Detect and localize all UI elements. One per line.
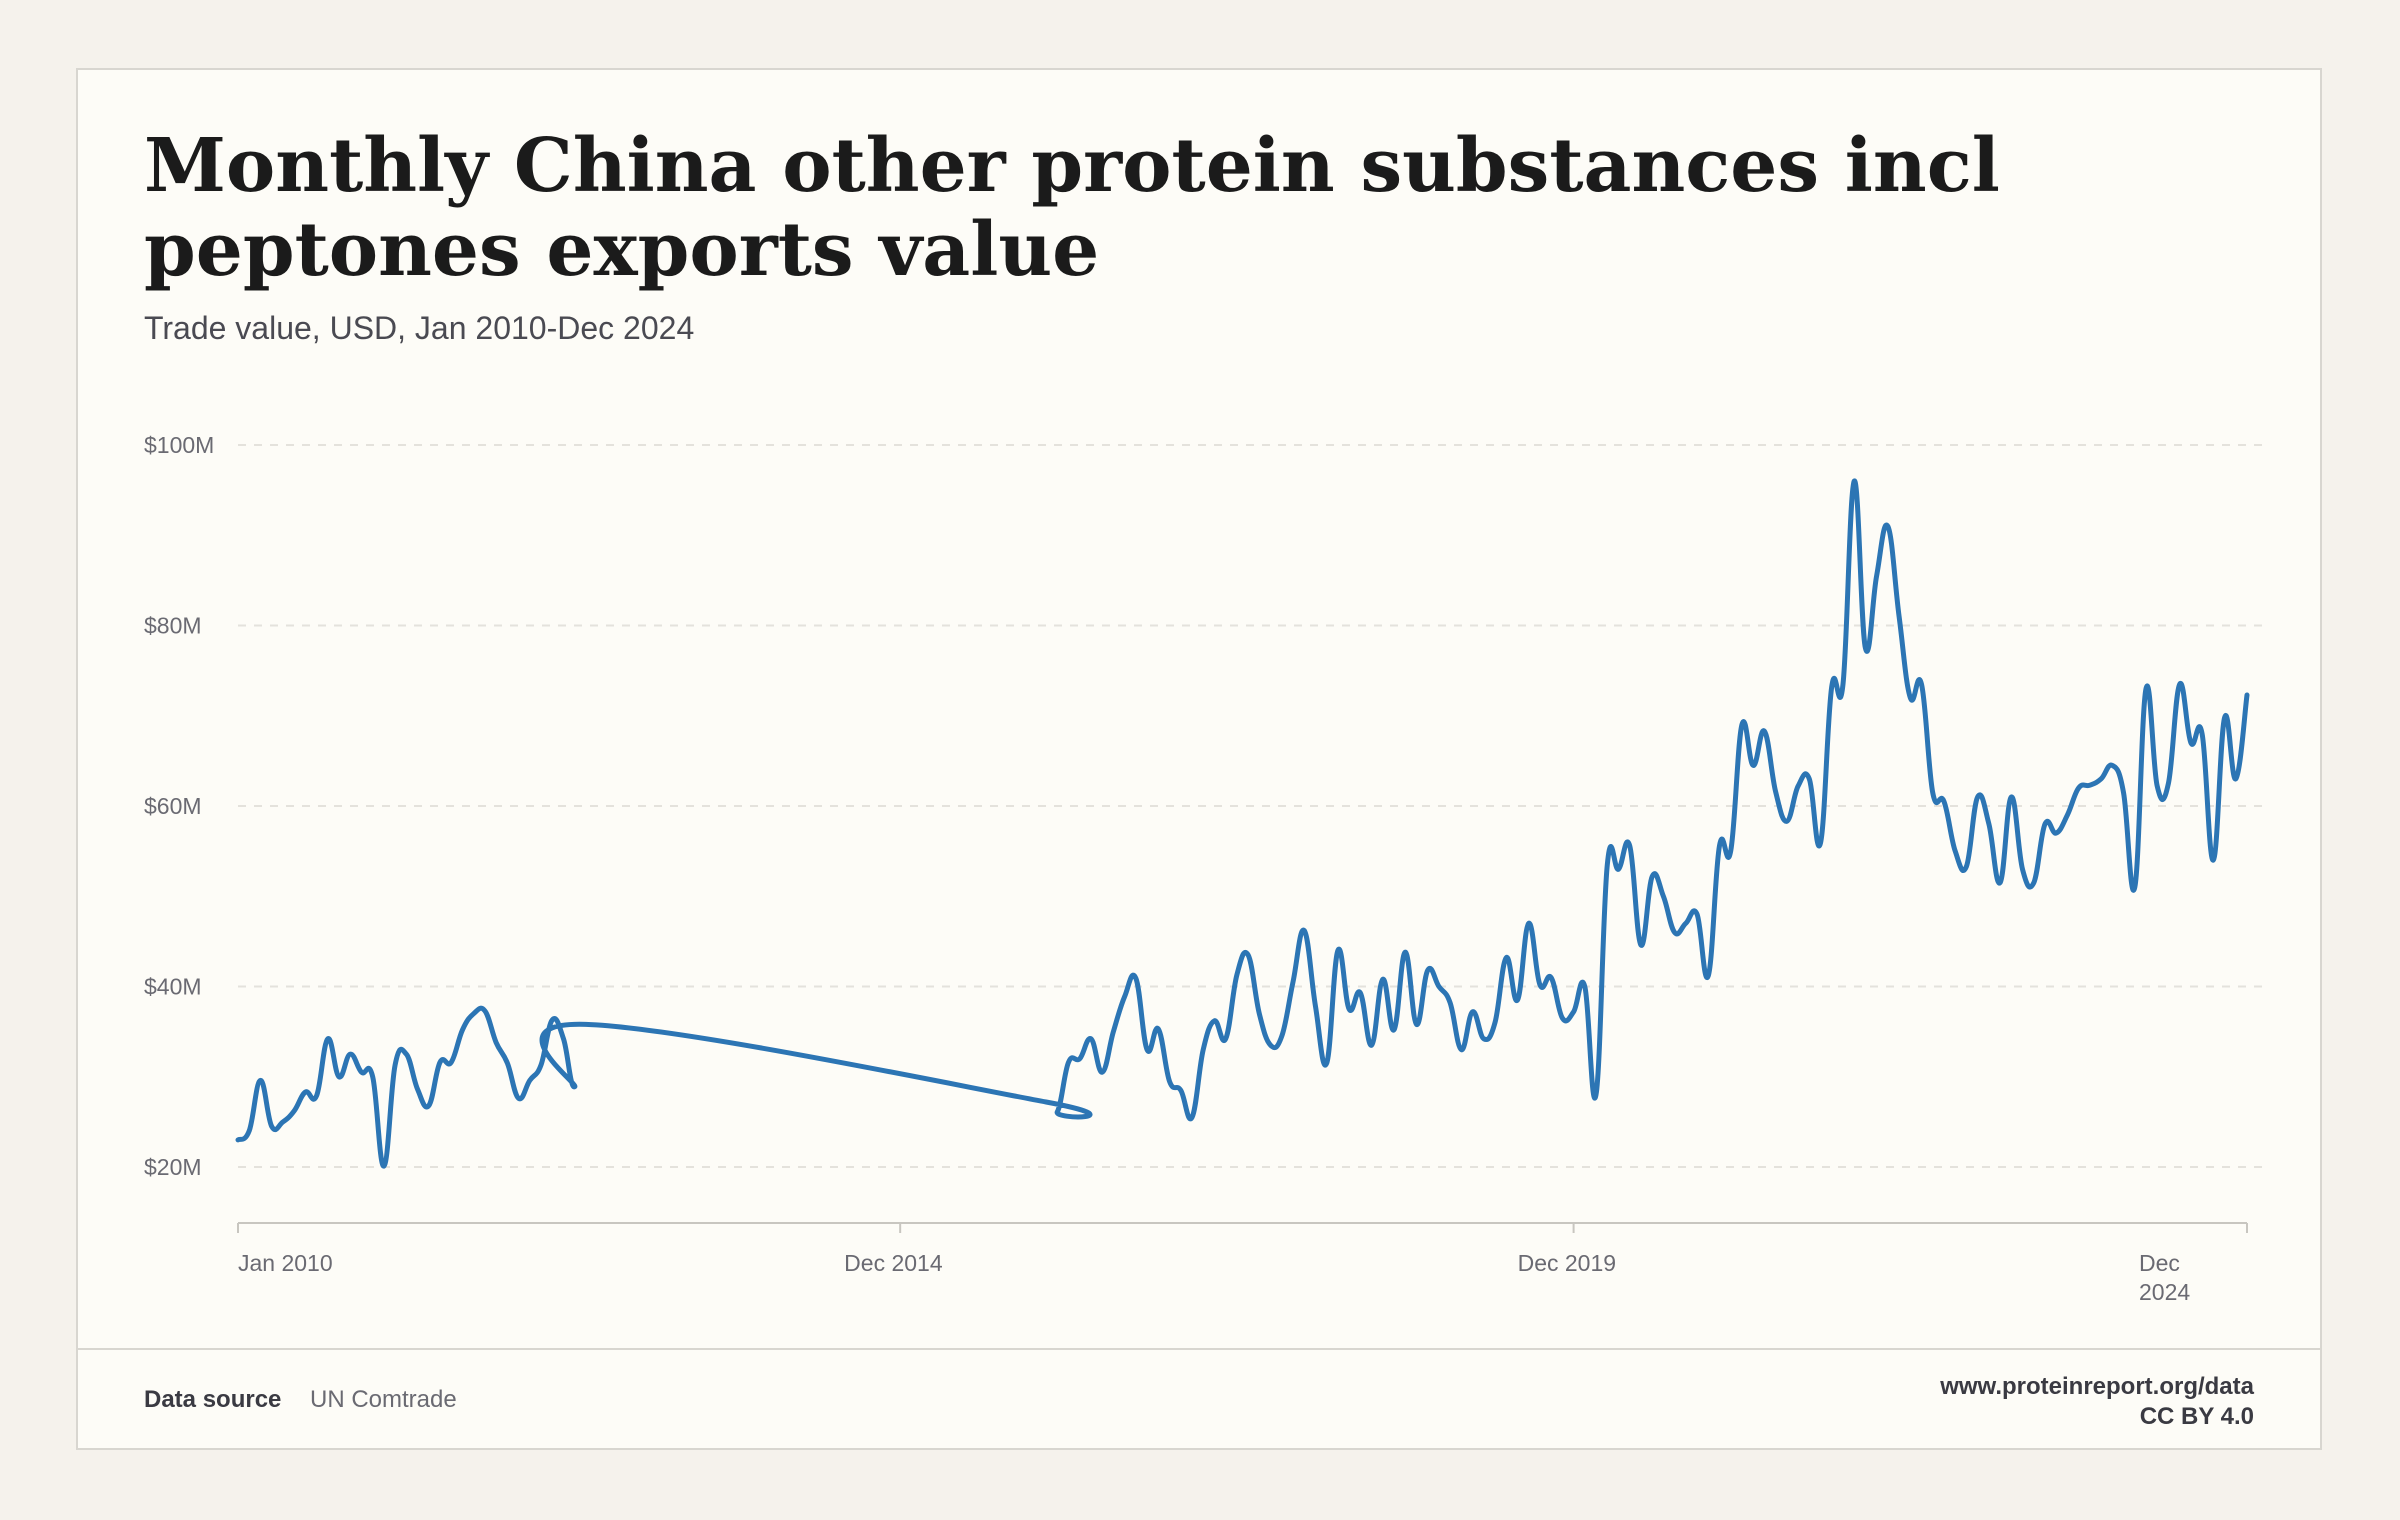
y-tick-label: $80M <box>144 613 202 639</box>
y-tick-label: $40M <box>144 974 202 1000</box>
footer: Data source UN Comtrade www.proteinrepor… <box>78 1348 2320 1448</box>
y-tick-label: $60M <box>144 793 202 819</box>
gridlines <box>238 444 2263 1168</box>
chart-card: Monthly China other protein substances i… <box>76 68 2322 1450</box>
y-axis-ticks: $20M $40M $60M $80M $100M <box>144 432 214 1180</box>
data-source-label: Data source <box>144 1386 282 1413</box>
y-tick-label: $100M <box>144 432 214 458</box>
data-source-value: UN Comtrade <box>310 1386 457 1413</box>
x-tick-label: Dec 2019 <box>1518 1250 1616 1276</box>
series-group <box>235 478 2250 1169</box>
credit-block: www.proteinreport.org/data CC BY 4.0 <box>1940 1372 2254 1432</box>
license-label: CC BY 4.0 <box>2139 1403 2254 1430</box>
y-tick-label: $20M <box>144 1154 202 1180</box>
x-tick-label: Dec 2014 <box>844 1250 943 1276</box>
line-chart: $20M $40M $60M $80M $100M Jan 2010 Dec 2014 De… <box>144 432 2263 1305</box>
source-url-link[interactable]: www.proteinreport.org/data <box>1940 1373 2254 1400</box>
x-tick-label: Dec 2024 <box>2139 1250 2190 1305</box>
x-tick-label: Jan 2010 <box>238 1250 333 1276</box>
chart-subtitle: Trade value, USD, Jan 2010-Dec 2024 <box>144 310 695 346</box>
chart-title: Monthly China other protein substances i… <box>144 123 2000 293</box>
series-line <box>235 478 2250 1169</box>
x-axis: Jan 2010 Dec 2014 Dec 2019 Dec 2024 <box>237 1222 2248 1305</box>
